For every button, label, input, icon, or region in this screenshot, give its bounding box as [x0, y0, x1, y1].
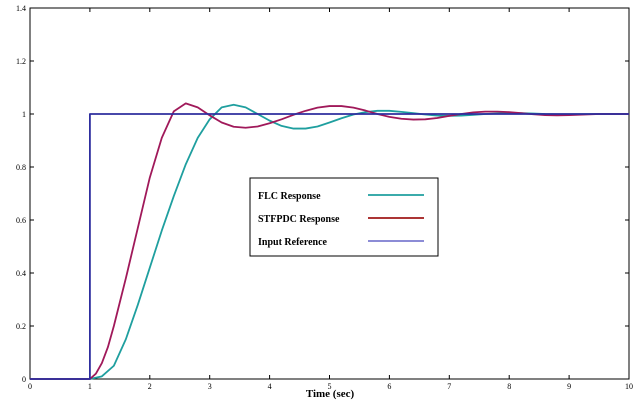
x-tick-label: 6	[387, 382, 391, 391]
legend-box	[249, 177, 439, 257]
legend-label-stfpdc-response: STFPDC Response	[258, 214, 340, 225]
x-tick-label: 0	[28, 382, 32, 391]
y-tick-label: 0.2	[16, 322, 26, 331]
y-tick-label: 0.6	[16, 216, 26, 225]
x-tick-label: 8	[507, 382, 511, 391]
y-tick-label: 1	[22, 110, 26, 119]
series-line-input-reference	[30, 113, 629, 380]
legend-label-flc-response: FLC Response	[258, 191, 321, 202]
series-lines	[30, 102, 629, 380]
y-tick-label: 0	[22, 375, 26, 384]
x-tick-label: 2	[148, 382, 152, 391]
x-tick-label: 1	[88, 382, 92, 391]
x-tick-label: 3	[208, 382, 212, 391]
series-line-stfpdc-response	[30, 102, 629, 380]
x-tick-label: 9	[567, 382, 571, 391]
y-tick-label: 1.4	[16, 4, 26, 13]
y-tick-label: 0.4	[16, 269, 26, 278]
x-axis: 0 1 2 3 4 5 6 7 8 9 10	[28, 8, 633, 391]
legend-label-input-reference: Input Reference	[258, 237, 328, 248]
x-tick-label: 10	[625, 382, 633, 391]
legend: FLC Response STFPDC Response Input Referen…	[249, 177, 439, 257]
x-tick-label: 7	[447, 382, 451, 391]
y-tick-label: 1.2	[16, 57, 26, 66]
x-axis-label: Time (sec)	[306, 388, 355, 400]
y-tick-label: 0.8	[16, 163, 26, 172]
x-tick-label: 4	[268, 382, 272, 391]
x-tick-label: 5	[328, 382, 332, 391]
